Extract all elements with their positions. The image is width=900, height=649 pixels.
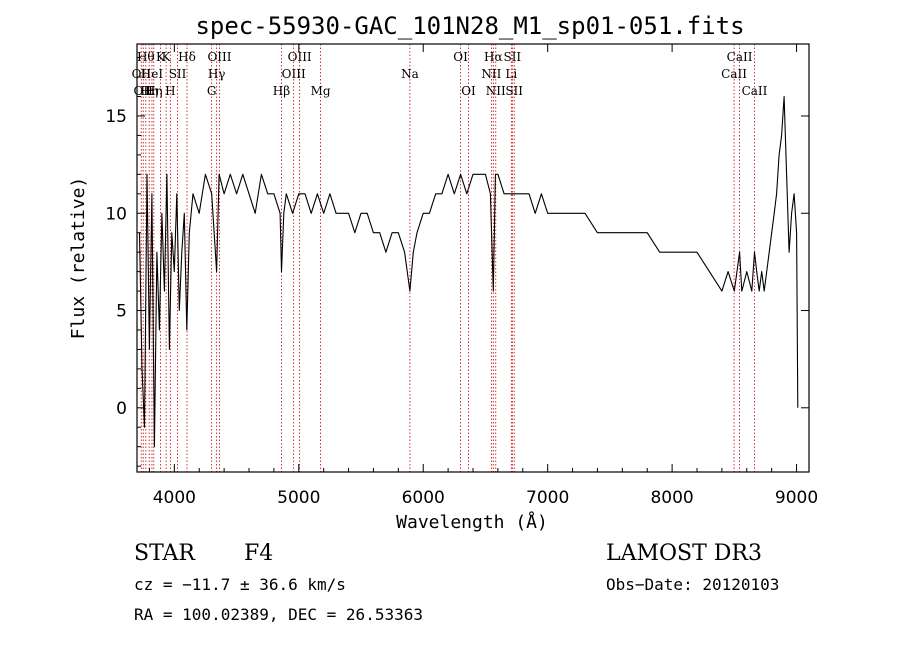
spectral-line-label-21: NII — [481, 67, 501, 81]
spectral-line-label-25: SII — [503, 50, 521, 64]
flux-series-line-0 — [138, 95, 799, 448]
line-labels: OIIOIIHθHηHeIHηKKHSIIHδGHγOIIIHβOIIIOIII… — [132, 50, 768, 98]
series-layer — [138, 95, 799, 448]
spectral-line-label-1: OII — [134, 84, 154, 98]
line-markers — [140, 44, 755, 472]
x-axis-ticks: 4000 5000 6000 7000 8000 9000 — [148, 44, 818, 508]
spectral-line-label-16: OIII — [288, 50, 312, 64]
y-tick-label-10: 10 — [105, 204, 127, 224]
x-tick-label-7000: 7000 — [526, 488, 569, 508]
spectral-line-label-29: CaII — [742, 84, 768, 98]
survey-name: LAMOST DR3 — [606, 541, 762, 566]
spectral-line-label-24: Li — [505, 67, 517, 81]
spectral-line-label-22: Hα — [484, 50, 503, 64]
spectral-line-label-27: CaII — [721, 67, 747, 81]
plot-frame — [136, 43, 810, 473]
spectral-line-label-5: Hη — [145, 84, 163, 98]
spectral-line-label-14: Hβ — [273, 84, 290, 98]
chart-title: spec-55930-GAC_101N28_M1_sp01-051.fits — [195, 12, 744, 40]
spectral-line-label-28: CaII — [727, 50, 753, 64]
object-subclass: F4 — [244, 541, 273, 566]
spectral-line-label-11: G — [207, 84, 217, 98]
y-tick-label-0: 0 — [116, 399, 127, 419]
y-axis-ticks: 0 5 10 15 — [105, 57, 809, 467]
y-axis-label: Flux (relative) — [68, 177, 89, 340]
spectral-line-label-18: Na — [401, 67, 419, 81]
x-tick-label-8000: 8000 — [650, 488, 693, 508]
x-axis-label: Wavelength (Å) — [396, 511, 548, 533]
spectral-line-label-13: OIII — [207, 50, 231, 64]
x-tick-label-4000: 4000 — [153, 488, 196, 508]
x-tick-label-5000: 5000 — [277, 488, 320, 508]
spectral-line-label-12: Hγ — [208, 67, 226, 81]
y-tick-label-15: 15 — [105, 107, 127, 127]
object-class: STAR — [134, 541, 196, 566]
spectral-line-label-17: Mg — [311, 84, 331, 98]
spectral-line-label-2: Hθ — [137, 50, 155, 64]
y-tick-label-5: 5 — [116, 302, 127, 322]
x-tick-label-9000: 9000 — [775, 488, 818, 508]
x-tick-label-6000: 6000 — [402, 488, 445, 508]
spectral-line-label-8: H — [165, 84, 175, 98]
spectral-line-label-6: K — [156, 50, 166, 64]
spectral-line-label-4: HeI — [141, 67, 164, 81]
spectral-line-label-23: NII — [486, 84, 506, 98]
spectral-line-label-7: K — [162, 50, 172, 64]
spectral-line-label-19: OI — [453, 50, 468, 64]
spectral-line-label-15: OIII — [282, 67, 306, 81]
redshift-info: cz = −11.7 ± 36.6 km/s — [134, 575, 346, 594]
spectral-line-label-10: Hδ — [178, 50, 196, 64]
spectral-line-label-9: SII — [169, 67, 187, 81]
spectral-line-label-3: Hη — [140, 84, 158, 98]
spectral-line-label-26: SII — [505, 84, 523, 98]
coordinates-info: RA = 100.02389, DEC = 26.53363 — [134, 605, 423, 624]
observation-date: Obs−Date: 20120103 — [606, 575, 779, 594]
spectral-line-label-20: OI — [461, 84, 476, 98]
